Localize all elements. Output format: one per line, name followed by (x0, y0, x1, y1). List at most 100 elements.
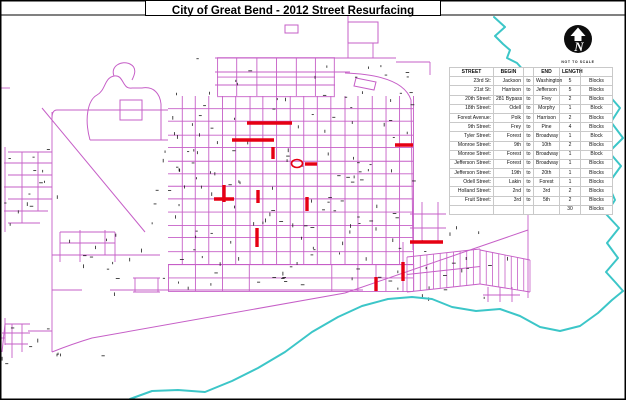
cell: Forest (533, 177, 560, 188)
table-header-row: STREET BEGIN END LENGTH (449, 66, 613, 78)
cell: to (523, 149, 534, 160)
cell (449, 204, 494, 216)
cell: Broadway (533, 131, 560, 142)
cell: 9th (493, 140, 524, 151)
table-row: Jefferson Street: 19th to 20th 1 Blocks (449, 168, 613, 179)
cell: Block (580, 131, 613, 142)
cell: to (523, 131, 534, 142)
cell: Harrison (493, 85, 524, 96)
cell: Blocks (580, 94, 613, 105)
cell: Monroe Street: (449, 140, 494, 151)
cell: to (523, 94, 534, 105)
cell: to (523, 122, 534, 133)
north-arrow-icon: N (564, 25, 592, 54)
cell: 1 (559, 103, 581, 114)
cell: Monroe Street: (449, 149, 494, 160)
red-resurfacing-segments (214, 121, 443, 291)
column-header: END (533, 66, 560, 78)
table-row: 18th Street: Odell to Morphy 1 Block (449, 103, 613, 114)
cell: Pine (533, 122, 560, 133)
cell: Forest (493, 158, 524, 170)
cell: Holland Street: (449, 186, 494, 197)
cell: 281 Bypass (493, 94, 524, 105)
cell: Blocks (580, 140, 613, 151)
cell: Block (580, 103, 613, 114)
cell: 2 (559, 140, 581, 151)
cell: to (523, 195, 534, 206)
cell: Blocks (580, 168, 613, 179)
cell: 1 (559, 177, 581, 188)
cell: Morphy (533, 103, 560, 114)
column-header (523, 66, 534, 78)
street-label-ticks (1, 58, 508, 365)
table-row: Fruit Street: 3rd to 5th 2 Blocks (449, 195, 613, 206)
cell: to (523, 112, 534, 124)
table-total-row: 30 Blocks (449, 204, 613, 216)
column-header: LENGTH (559, 66, 583, 78)
table-row: 23rd St: Jackson to Washington 5 Blocks (449, 76, 613, 87)
cell: 5th (533, 195, 560, 206)
cell (523, 204, 534, 216)
cell: Forest Avenue: (449, 112, 494, 124)
cell: Lakin (493, 177, 524, 188)
column-header: STREET (449, 66, 494, 78)
resurfacing-table-wrap: STREET BEGIN END LENGTH 23rd St: Jackson to Wa… (449, 66, 613, 216)
cell: 2nd (493, 186, 524, 197)
cell: to (523, 103, 534, 114)
table-row: Forest Avenue: Polk to Harrison 2 Blocks (449, 112, 613, 124)
cell: Blocks (580, 112, 613, 124)
cell: Blocks (580, 122, 613, 133)
table-row: Monroe Street: 9th to 10th 2 Blocks (449, 140, 613, 151)
north-letter: N (573, 39, 584, 54)
table-row: 20th Street: 281 Bypass to Frey 2 Blocks (449, 94, 613, 105)
cell: 2 (559, 112, 581, 124)
cell: 10th (533, 140, 560, 151)
cell: Blocks (580, 186, 613, 197)
resurfacing-table: STREET BEGIN END LENGTH 23rd St: Jackson to Wa… (449, 66, 613, 216)
map-title-box: City of Great Bend - 2012 Street Resurfa… (145, 0, 441, 17)
cell: Frey (533, 94, 560, 105)
cell: Fruit Street: (449, 195, 494, 206)
cell: Blocks (580, 85, 613, 96)
table-row: Holland Street: 2nd to 3rd 2 Blocks (449, 186, 613, 197)
table-row: 21st St: Harrison to Jefferson 5 Blocks (449, 85, 613, 96)
table-row: Tyler Street: Forest to Broadway 1 Block (449, 131, 613, 142)
cell: 1 (559, 158, 581, 170)
cell (533, 204, 560, 216)
cell: Forest (493, 149, 524, 160)
cell: 20th Street: (449, 94, 494, 105)
cell: to (523, 168, 534, 179)
cell: Jackson (493, 76, 524, 87)
cell: 4 (559, 122, 581, 133)
north-arrow: N NOT TO SCALE (557, 24, 599, 64)
cell: 1 (559, 131, 581, 142)
cell: 20th (533, 168, 560, 179)
column-header: BEGIN (493, 66, 524, 78)
cell: 18th Street: (449, 103, 494, 114)
cell: Blocks (580, 204, 613, 216)
table-row: Monroe Street: Forest to Broadway 1 Block (449, 149, 613, 160)
cell: 1 (559, 149, 581, 160)
cell: Odell (493, 103, 524, 114)
cell: Jefferson Street: (449, 168, 494, 179)
cell: 30 (559, 204, 581, 216)
cell: 19th (493, 168, 524, 179)
cell: Harrison (533, 112, 560, 124)
cell: 23rd St: (449, 76, 494, 87)
cell: Jefferson Street: (449, 158, 494, 170)
cell: 3rd (493, 195, 524, 206)
cell: to (523, 158, 534, 170)
cell: Polk (493, 112, 524, 124)
cell: 9th Street: (449, 122, 494, 133)
cell: 2 (559, 94, 581, 105)
cell: 3rd (533, 186, 560, 197)
cell: 5 (559, 76, 581, 87)
cell: 2 (559, 195, 581, 206)
cell: Broadway (533, 158, 560, 170)
column-header (580, 66, 613, 78)
cell: to (523, 177, 534, 188)
cell: Blocks (580, 195, 613, 206)
table-row: 9th Street: Frey to Pine 4 Blocks (449, 122, 613, 133)
